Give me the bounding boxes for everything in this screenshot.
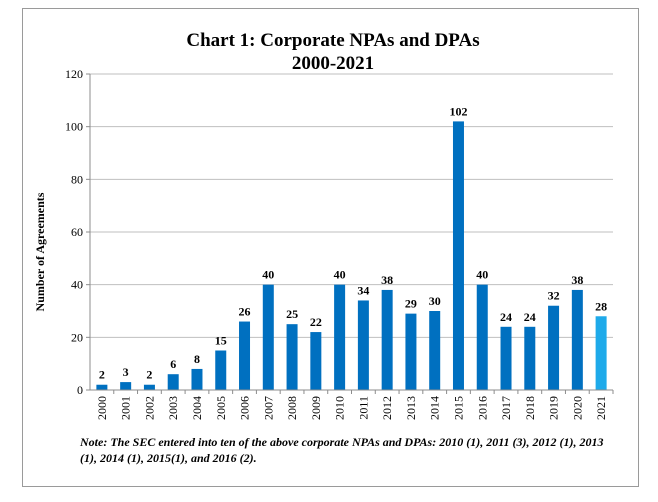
- x-tick-label-2018: 2018: [523, 396, 537, 420]
- bar-2010: [334, 284, 346, 390]
- y-tick-label: 120: [65, 67, 83, 81]
- x-tick-label-2014: 2014: [428, 396, 442, 420]
- bar-2015: [452, 121, 464, 391]
- bar-2002: [143, 384, 155, 390]
- data-label-2014: 30: [429, 294, 441, 308]
- bar-2016: [476, 284, 488, 390]
- data-label-2017: 24: [500, 310, 512, 324]
- gridlines: [90, 73, 613, 338]
- bar-2009: [310, 332, 322, 390]
- x-tick-label-2016: 2016: [475, 396, 489, 420]
- chart-frame: [22, 8, 639, 487]
- data-label-2007: 40: [262, 268, 274, 282]
- y-axis-label: Number of Agreements: [33, 192, 47, 311]
- x-tick-label-2005: 2005: [214, 396, 228, 420]
- data-label-2013: 29: [405, 297, 417, 311]
- bar-2013: [405, 313, 417, 390]
- bar-2012: [381, 289, 393, 390]
- bar-2017: [500, 326, 512, 390]
- x-tick-label-2013: 2013: [404, 396, 418, 420]
- bar-2005: [215, 350, 227, 390]
- y-tick-label: 100: [65, 120, 83, 134]
- x-tick-label-2015: 2015: [451, 396, 465, 420]
- bars: [96, 121, 607, 391]
- y-tick-label: 60: [71, 225, 83, 239]
- x-tick-label-2007: 2007: [261, 396, 275, 420]
- x-tick-label-2021: 2021: [594, 396, 608, 420]
- y-tick-label: 40: [71, 278, 83, 292]
- data-label-2010: 40: [334, 268, 346, 282]
- bar-2008: [286, 324, 298, 390]
- x-tick-label-2019: 2019: [547, 396, 561, 420]
- bar-2019: [548, 305, 560, 390]
- x-tick-label-2012: 2012: [380, 396, 394, 420]
- data-label-2018: 24: [524, 310, 536, 324]
- x-tick-label-2001: 2001: [119, 396, 133, 420]
- data-label-2019: 32: [548, 289, 560, 303]
- x-tick-label-2009: 2009: [309, 396, 323, 420]
- x-tick-label-2017: 2017: [499, 396, 513, 420]
- bar-2006: [239, 321, 251, 390]
- data-label-2003: 6: [170, 357, 176, 371]
- x-tick-label-2020: 2020: [570, 396, 584, 420]
- data-label-2001: 3: [123, 365, 129, 379]
- bar-2000: [96, 384, 108, 390]
- data-label-2011: 34: [357, 283, 369, 297]
- data-label-2004: 8: [194, 352, 200, 366]
- data-label-2021: 28: [595, 299, 607, 313]
- bar-2004: [191, 368, 203, 390]
- y-tick-label: 0: [77, 383, 83, 397]
- x-tick-label-2003: 2003: [166, 396, 180, 420]
- data-label-2006: 26: [239, 305, 251, 319]
- bar-2007: [262, 284, 274, 390]
- y-axis-ticks: 0 20 40 60 80 100 120: [65, 67, 90, 397]
- y-tick-label: 20: [71, 330, 83, 344]
- bar-2020: [571, 289, 583, 390]
- bar-2011: [357, 300, 369, 390]
- data-label-2009: 22: [310, 315, 322, 329]
- x-tick-label-2011: 2011: [356, 396, 370, 420]
- data-label-2002: 2: [146, 368, 152, 382]
- x-axis-ticks: 2000 2001 2002 2003 2004 2005 2006 2007 2008 2009…: [95, 390, 614, 420]
- chart-subtitle: 2000-2021: [292, 53, 374, 74]
- chart-note: Note: The SEC entered into ten of the ab…: [80, 435, 604, 465]
- chart-title: Chart 1: Corporate NPAs and DPAs: [186, 30, 479, 51]
- data-label-2020: 38: [571, 273, 583, 287]
- data-label-2005: 15: [215, 334, 227, 348]
- data-label-2000: 2: [99, 368, 105, 382]
- x-tick-label-2006: 2006: [238, 396, 252, 420]
- x-tick-label-2004: 2004: [190, 396, 204, 420]
- x-tick-label-2008: 2008: [285, 396, 299, 420]
- x-tick-label-2000: 2000: [95, 396, 109, 420]
- y-tick-label: 80: [71, 172, 83, 186]
- bar-2018: [524, 326, 536, 390]
- data-label-2008: 25: [286, 307, 298, 321]
- bar-2021: [595, 316, 607, 390]
- data-label-2012: 38: [381, 273, 393, 287]
- bar-2003: [167, 374, 179, 390]
- x-tick-label-2010: 2010: [333, 396, 347, 420]
- x-tick-label-2002: 2002: [142, 396, 156, 420]
- bar-2014: [429, 311, 441, 390]
- data-label-2016: 40: [476, 268, 488, 282]
- bar-2001: [120, 382, 132, 390]
- data-label-2015: 102: [449, 104, 467, 118]
